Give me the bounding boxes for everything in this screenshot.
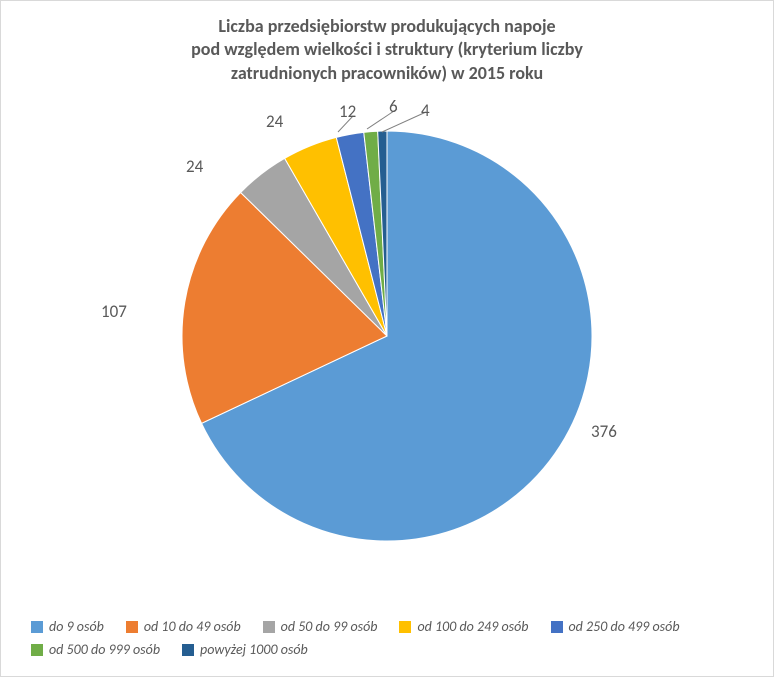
pie-chart — [180, 129, 594, 543]
chart-title: Liczba przedsiębiorstw produkujących nap… — [1, 1, 773, 85]
title-line-1: Liczba przedsiębiorstw produkujących nap… — [218, 15, 555, 37]
legend-label: od 500 do 999 osób — [49, 641, 160, 658]
pie-area: 37610724241264 — [1, 101, 773, 571]
legend-label: powyżej 1000 osób — [200, 641, 308, 658]
title-line-3: zatrudnionych pracowników) w 2015 roku — [231, 62, 543, 84]
legend-label: od 50 do 99 osób — [281, 618, 378, 635]
legend-item: od 250 do 499 osób — [551, 618, 680, 635]
data-label: 107 — [101, 301, 127, 322]
chart-container: Liczba przedsiębiorstw produkujących nap… — [0, 0, 774, 677]
data-label: 376 — [591, 421, 617, 442]
legend-label: od 250 do 499 osób — [569, 618, 680, 635]
legend-item: powyżej 1000 osób — [182, 641, 308, 658]
data-label: 12 — [339, 101, 356, 122]
legend-swatch — [31, 644, 43, 656]
legend-label: od 100 do 249 osób — [417, 618, 528, 635]
legend-item: od 500 do 999 osób — [31, 641, 160, 658]
legend-swatch — [551, 621, 563, 633]
legend-swatch — [263, 621, 275, 633]
legend-label: do 9 osób — [49, 618, 104, 635]
legend-swatch — [31, 621, 43, 633]
legend-swatch — [126, 621, 138, 633]
legend-swatch — [399, 621, 411, 633]
legend-item: od 10 do 49 osób — [126, 618, 241, 635]
legend-swatch — [182, 644, 194, 656]
data-label: 24 — [186, 156, 203, 177]
data-label: 24 — [266, 111, 283, 132]
legend-item: do 9 osób — [31, 618, 104, 635]
legend: do 9 osób od 10 do 49 osób od 50 do 99 osó… — [31, 618, 743, 658]
data-label: 6 — [389, 96, 398, 117]
title-line-2: pod względem wielkości i struktury (kryt… — [191, 38, 583, 60]
legend-item: od 50 do 99 osób — [263, 618, 378, 635]
legend-label: od 10 do 49 osób — [144, 618, 241, 635]
data-label: 4 — [421, 100, 430, 121]
legend-item: od 100 do 249 osób — [399, 618, 528, 635]
